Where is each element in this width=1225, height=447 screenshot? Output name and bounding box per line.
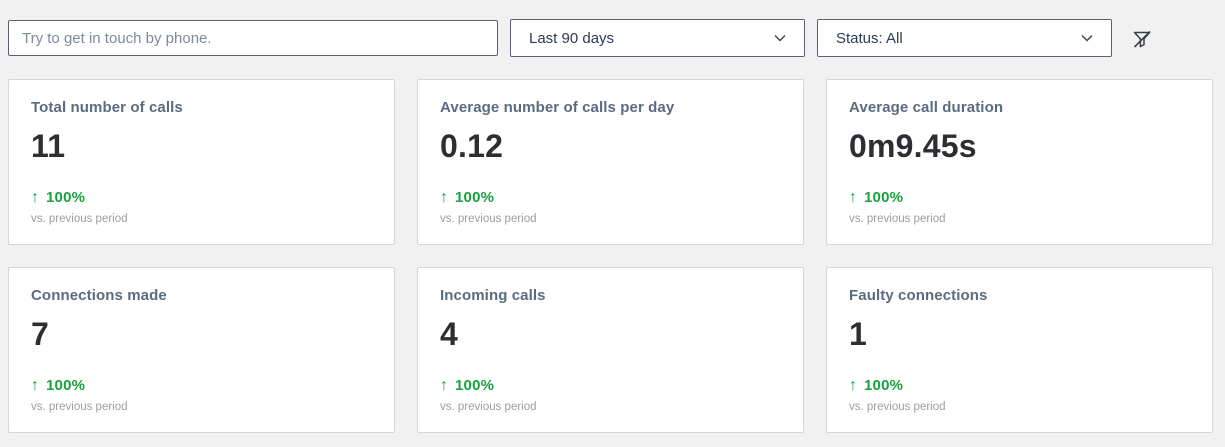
trend-row: ↑ 100% [440,377,781,394]
card-value: 0.12 [440,128,504,164]
comparison-label: vs. previous period [440,213,537,225]
card-value: 0m9.45s [849,128,977,164]
comparison-label: vs. previous period [440,401,537,413]
filters-toolbar: Last 90 days Status: All [8,19,1213,57]
trend-percent: 100% [864,189,904,206]
comparison-label: vs. previous period [31,401,128,413]
clear-filters-button[interactable] [1129,26,1155,52]
trend-up-icon: ↑ [849,376,857,394]
trend-up-icon: ↑ [440,188,448,206]
stat-card-faulty-connections: Faulty connections 1 ↑ 100% vs. previous… [826,267,1213,433]
stat-card-incoming-calls: Incoming calls 4 ↑ 100% vs. previous per… [417,267,804,433]
stat-cards-grid: Total number of calls 11 ↑ 100% vs. prev… [8,79,1213,433]
status-value: Status: All [836,29,903,47]
trend-up-icon: ↑ [849,188,857,206]
trend-up-icon: ↑ [31,188,39,206]
calls-dashboard: Last 90 days Status: All Total number of… [8,19,1213,433]
date-range-value: Last 90 days [529,29,615,47]
trend-row: ↑ 100% [31,377,372,394]
card-title: Faulty connections [849,287,988,304]
trend-percent: 100% [455,377,495,394]
trend-row: ↑ 100% [31,189,372,206]
card-value: 11 [31,128,66,164]
card-title: Average call duration [849,99,1004,116]
stat-card-avg-call-duration: Average call duration 0m9.45s ↑ 100% vs.… [826,79,1213,245]
chevron-down-icon [1081,34,1093,42]
status-select[interactable]: Status: All [817,19,1112,57]
trend-percent: 100% [455,189,495,206]
card-title: Connections made [31,287,167,304]
filter-slash-icon [1133,30,1151,48]
search-input[interactable] [8,20,498,56]
trend-row: ↑ 100% [849,377,1190,394]
trend-percent: 100% [46,377,86,394]
card-title: Total number of calls [31,99,183,116]
trend-up-icon: ↑ [31,376,39,394]
card-title: Incoming calls [440,287,546,304]
card-value: 7 [31,316,49,352]
comparison-label: vs. previous period [849,401,946,413]
card-value: 4 [440,316,458,352]
trend-row: ↑ 100% [440,189,781,206]
trend-percent: 100% [46,189,86,206]
stat-card-connections-made: Connections made 7 ↑ 100% vs. previous p… [8,267,395,433]
card-title: Average number of calls per day [440,99,675,116]
trend-up-icon: ↑ [440,376,448,394]
date-range-select[interactable]: Last 90 days [510,19,805,57]
chevron-down-icon [774,34,786,42]
trend-row: ↑ 100% [849,189,1190,206]
stat-card-avg-calls-per-day: Average number of calls per day 0.12 ↑ 1… [417,79,804,245]
stat-card-total-calls: Total number of calls 11 ↑ 100% vs. prev… [8,79,395,245]
card-value: 1 [849,316,867,352]
comparison-label: vs. previous period [31,213,128,225]
trend-percent: 100% [864,377,904,394]
comparison-label: vs. previous period [849,213,946,225]
